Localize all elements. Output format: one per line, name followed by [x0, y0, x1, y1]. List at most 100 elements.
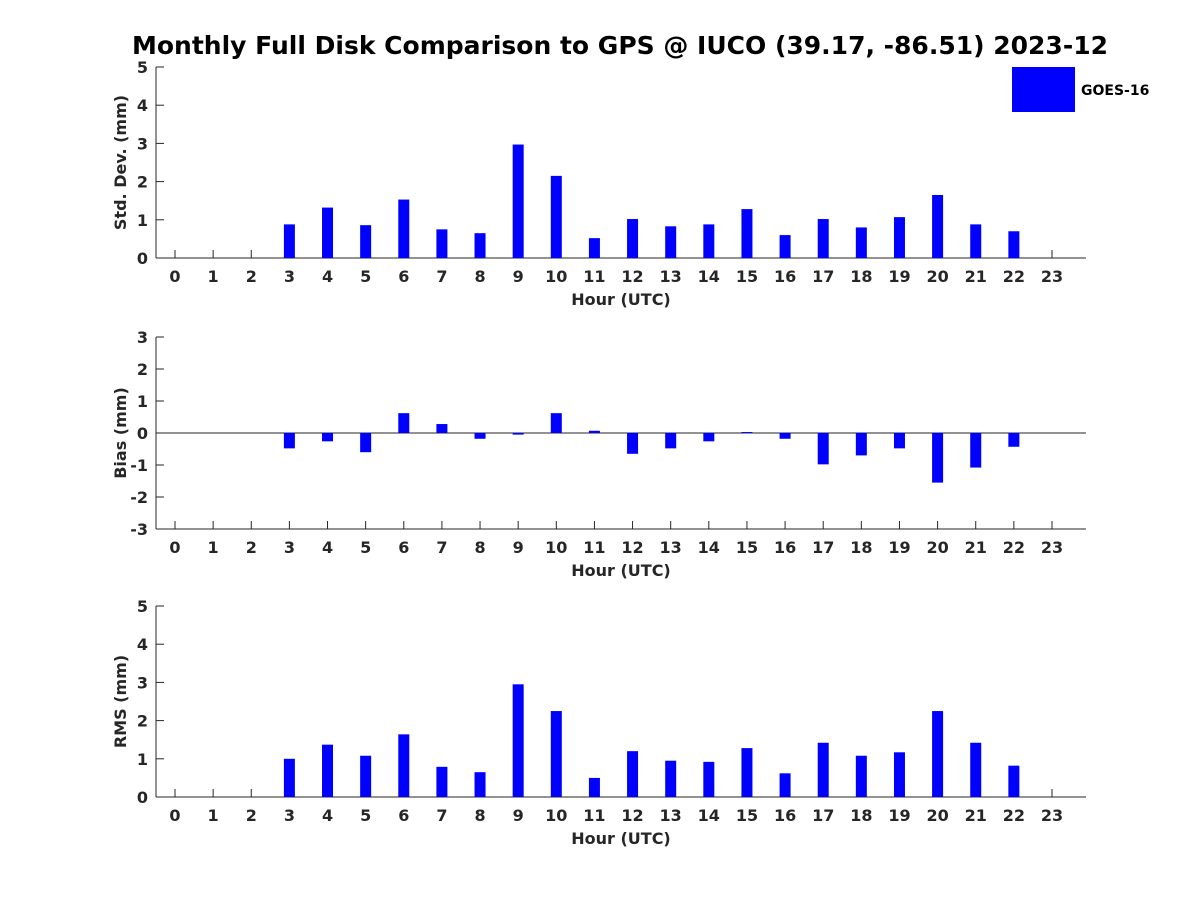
x-tick-label: 17: [812, 806, 834, 825]
y-axis-label: RMS (mm): [111, 655, 130, 748]
bar-hour-6: [398, 413, 410, 433]
bar-hour-17: [817, 433, 829, 465]
bar-hour-6: [398, 199, 410, 258]
bar-hour-20: [932, 194, 944, 258]
bar-hour-14: [703, 761, 715, 797]
x-tick-label: 20: [926, 538, 948, 557]
x-tick-label: 9: [513, 806, 524, 825]
x-tick-label: 12: [621, 267, 643, 286]
x-tick-label: 13: [660, 806, 682, 825]
x-tick-label: 15: [736, 806, 758, 825]
bar-hour-12: [627, 219, 639, 258]
y-tick-label: -2: [130, 488, 148, 507]
x-tick-label: 0: [169, 538, 180, 557]
x-tick-label: 10: [545, 538, 567, 557]
bar-hour-13: [665, 433, 677, 449]
x-tick-label: 5: [360, 538, 371, 557]
x-tick-label: 21: [965, 538, 987, 557]
y-tick-label: 3: [137, 673, 148, 692]
x-tick-label: 17: [812, 538, 834, 557]
bar-hour-21: [970, 742, 982, 797]
x-axis-label: Hour (UTC): [571, 829, 671, 848]
y-tick-label: 5: [137, 58, 148, 77]
bar-hour-17: [817, 742, 829, 797]
x-axis-label: Hour (UTC): [571, 561, 671, 580]
x-tick-label: 22: [1003, 538, 1025, 557]
x-tick-label: 16: [774, 538, 796, 557]
x-tick-label: 3: [284, 806, 295, 825]
x-tick-label: 3: [284, 538, 295, 557]
bar-hour-11: [588, 430, 600, 433]
x-tick-label: 15: [736, 538, 758, 557]
x-tick-label: 7: [436, 806, 447, 825]
bar-hour-18: [855, 755, 867, 797]
bar-hour-19: [893, 217, 905, 258]
bar-hour-4: [322, 744, 334, 797]
bar-hour-22: [1008, 765, 1020, 797]
y-tick-label: 3: [137, 328, 148, 347]
x-tick-label: 17: [812, 267, 834, 286]
y-tick-label: 0: [137, 788, 148, 807]
x-tick-label: 18: [850, 806, 872, 825]
y-tick-label: 0: [137, 249, 148, 268]
x-tick-label: 21: [965, 267, 987, 286]
legend-swatch-goes-16: [1012, 67, 1075, 112]
bar-hour-16: [779, 235, 791, 258]
bar-hour-8: [474, 433, 486, 439]
x-tick-label: 2: [246, 267, 257, 286]
bar-hour-3: [283, 433, 295, 449]
y-axis-label: Std. Dev. (mm): [111, 95, 130, 230]
x-tick-label: 14: [698, 267, 720, 286]
bar-hour-5: [360, 225, 372, 258]
y-tick-label: 4: [137, 96, 148, 115]
x-tick-label: 6: [398, 538, 409, 557]
x-tick-label: 9: [513, 538, 524, 557]
x-tick-label: 0: [169, 267, 180, 286]
y-tick-label: 5: [137, 597, 148, 616]
bar-hour-7: [436, 766, 448, 797]
x-tick-label: 14: [698, 806, 720, 825]
x-tick-label: 14: [698, 538, 720, 557]
y-tick-label: -1: [130, 456, 148, 475]
legend-label-goes-16: GOES-16: [1081, 83, 1149, 99]
bar-hour-14: [703, 224, 715, 258]
x-tick-label: 1: [208, 806, 219, 825]
bar-hour-14: [703, 433, 715, 442]
bar-hour-3: [283, 758, 295, 797]
x-tick-label: 1: [208, 267, 219, 286]
y-tick-label: 2: [137, 173, 148, 192]
chart-title: Monthly Full Disk Comparison to GPS @ IU…: [132, 31, 1108, 60]
x-tick-label: 19: [888, 538, 910, 557]
y-tick-label: 4: [137, 635, 148, 654]
x-tick-label: 13: [660, 538, 682, 557]
bar-hour-17: [817, 219, 829, 258]
x-tick-label: 16: [774, 806, 796, 825]
bar-hour-5: [360, 433, 372, 453]
bar-hour-15: [741, 748, 753, 797]
x-tick-label: 11: [583, 538, 605, 557]
x-tick-label: 11: [583, 806, 605, 825]
x-axis-label: Hour (UTC): [571, 290, 671, 309]
bar-hour-18: [855, 227, 867, 258]
x-tick-label: 22: [1003, 267, 1025, 286]
x-tick-label: 10: [545, 806, 567, 825]
x-tick-label: 19: [888, 267, 910, 286]
x-tick-label: 10: [545, 267, 567, 286]
bar-hour-10: [550, 175, 562, 258]
x-tick-label: 19: [888, 806, 910, 825]
x-tick-label: 12: [621, 806, 643, 825]
x-tick-label: 18: [850, 267, 872, 286]
bar-hour-4: [322, 207, 334, 258]
x-tick-label: 2: [246, 538, 257, 557]
x-tick-label: 7: [436, 538, 447, 557]
y-tick-label: -3: [130, 520, 148, 539]
y-tick-label: 2: [137, 712, 148, 731]
bar-hour-11: [588, 777, 600, 797]
x-tick-label: 16: [774, 267, 796, 286]
x-tick-label: 18: [850, 538, 872, 557]
bar-hour-9: [512, 684, 524, 797]
bar-hour-9: [512, 144, 524, 258]
bar-hour-16: [779, 773, 791, 797]
